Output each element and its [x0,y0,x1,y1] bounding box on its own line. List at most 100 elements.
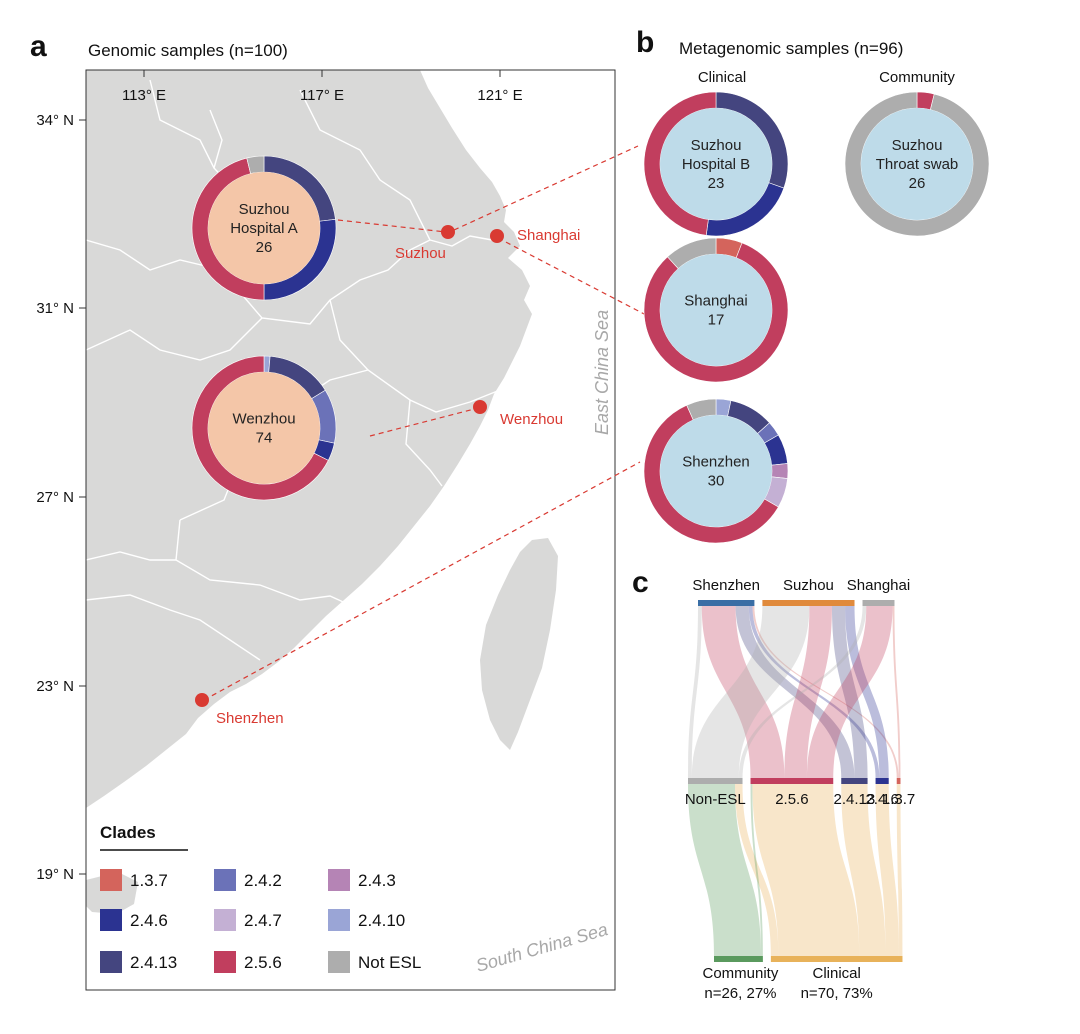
donut-label: Suzhou [239,201,290,218]
sankey-label-top: Suzhou [783,577,834,594]
sankey-flow [806,606,893,778]
donut-center [660,108,772,220]
sankey-flow [892,606,901,778]
panel-a-title: Genomic samples (n=100) [88,41,288,60]
lat-tick-19: 19° N [36,866,74,883]
shenzhen-dot [195,693,209,707]
sankey-flow [875,784,899,956]
sankey-flow [841,784,886,956]
shanghai-label: Shanghai [517,227,580,244]
donut-shenzhen: Shenzhen 30 [643,398,789,544]
donut-charts: Suzhou Hospital A 26 Wenzhou 74 Suzhou Hospita… [191,91,990,544]
sankey-label-top: Shenzhen [692,577,760,594]
panel-b-title: Metagenomic samples (n=96) [679,39,903,58]
sankey-node-bottom [770,956,903,962]
lat-tick-27: 27° N [36,489,74,506]
lon-tick-117: 117° E [300,87,344,104]
lat-tick-23: 23° N [36,678,74,695]
legend-swatch [214,951,236,973]
sankey-label-middle: 2.4.6 [865,791,898,808]
sankey-node-middle [896,778,901,784]
legend-swatch [100,909,122,931]
sankey-label-middle: 1.3.7 [882,791,915,808]
legend-title: Clades [100,823,156,842]
donut-label: Shanghai [684,293,747,310]
sankey-label-bottom-detail: n=70, 73% [801,985,873,1002]
sankey-label-middle: 2.4.13 [834,791,876,808]
panel-a-label: a [30,30,47,63]
donut-center [208,372,320,484]
suzhou-dot [441,225,455,239]
legend-swatch [328,909,350,931]
donut-label: 23 [708,175,725,192]
legend-swatch [100,951,122,973]
lon-tick-121: 121° E [477,87,522,104]
sankey-flow [750,784,763,956]
sankey-node-middle [750,778,834,784]
sankey-node-middle [875,778,889,784]
sankey-node-middle [841,778,868,784]
donut-suzhou-throat-swab: Suzhou Throat swab 26 [844,91,990,237]
legend-label: 2.4.7 [244,911,282,930]
donut-wenzhou: Wenzhou 74 [191,355,337,501]
donut-center [208,172,320,284]
donut-label: 30 [708,473,725,490]
legend-swatch [100,869,122,891]
sankey-flow [735,606,855,778]
donut-label: Throat swab [876,156,959,173]
hainan-island [86,872,138,914]
donut-label: 74 [256,430,273,447]
community-header: Community [879,69,955,86]
donut-suzhou-hospital-a: Suzhou Hospital A 26 [191,155,337,301]
legend-label: 2.4.13 [130,953,177,972]
sankey-flow [688,784,761,956]
map-frame [85,69,616,991]
sankey-flow [752,784,860,956]
sankey-flow [748,606,880,778]
sankey-flow [688,606,702,778]
sankey-node-top [762,600,855,606]
sankey-flow [831,606,868,778]
clinical-header: Clinical [698,69,746,86]
sankey-label-middle: Non-ESL [685,791,746,808]
sankey-label-bottom-detail: n=26, 27% [704,985,776,1002]
lon-tick-113: 113° E [122,87,166,104]
sankey-label-bottom: Community [703,965,779,982]
sankey-diagram: Shenzhen Suzhou Shanghai Non-ESL 2.5.6 2.4.13… [685,577,915,1002]
donut-label: Hospital A [230,220,298,237]
sankey-flow [784,606,832,778]
sankey-label-bottom: Clinical [813,965,861,982]
province-borders [86,79,501,661]
wenzhou-dot [473,400,487,414]
sankey-flow [896,784,903,956]
sankey-flow [845,606,889,778]
donut-segment [771,463,789,479]
shenzhen-label: Shenzhen [216,710,284,727]
donut-center [660,415,772,527]
shanghai-dot [490,229,504,243]
suzhou-label: Suzhou [395,245,446,262]
donut-label: 26 [909,175,926,192]
donut-label: Shenzhen [682,454,750,471]
sankey-node-middle [688,778,743,784]
legend-label: 2.4.3 [358,871,396,890]
legend-label: 2.4.2 [244,871,282,890]
sankey-flow [691,606,810,778]
sankey-flow [701,606,785,778]
legend-swatch [214,909,236,931]
sankey-node-top [862,600,895,606]
donut-shanghai: Shanghai 17 [643,237,789,383]
panel-b-label: b [636,26,654,59]
donut-center [660,254,772,366]
legend-swatch [328,951,350,973]
lat-tick-31: 31° N [36,300,74,317]
taiwan-island [480,538,558,750]
donut-center [861,108,973,220]
legend-label: 2.5.6 [244,953,282,972]
wenzhou-label: Wenzhou [500,411,563,428]
donut-label: 26 [256,239,273,256]
east-china-sea-label: East China Sea [592,310,612,435]
legend-label: 2.4.10 [358,911,405,930]
sankey-node-bottom [714,956,763,962]
